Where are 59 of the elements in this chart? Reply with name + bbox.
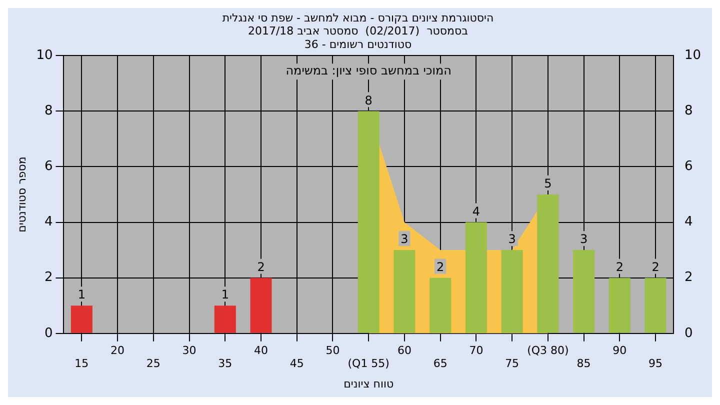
text: בסמסטר (02/2017) סמסטר אביב 2017/18 (248, 24, 468, 38)
y-tick-label: 2 (44, 270, 53, 286)
x-tick-label: 85 (576, 357, 591, 370)
x-tick-label: 50 (326, 344, 340, 357)
x-tick-label: 30 (182, 344, 196, 357)
y-tick-label: 4 (44, 214, 53, 230)
bar (537, 194, 559, 333)
x-tick-label: 40 (254, 344, 268, 357)
y-tick-label: 6 (44, 159, 53, 174)
y-tick-label: 8 (44, 104, 53, 119)
x-tick-label: 25 (146, 357, 160, 370)
data-label: 8 (364, 93, 372, 108)
data-label: 2 (652, 260, 660, 274)
bar (70, 306, 92, 333)
data-label: 1 (78, 288, 86, 302)
bar (430, 278, 452, 333)
bar (214, 306, 236, 333)
y2-tick-label: 6 (684, 159, 693, 174)
data-label: 3 (580, 232, 588, 246)
bar (608, 278, 630, 333)
text: היסטוגרמת ציונים בקורס - מבוא למחשב - שפת סי אנגלית (222, 11, 494, 24)
data-label: 2 (616, 260, 624, 274)
data-label: 3 (508, 232, 516, 246)
y2-tick-label: 8 (684, 104, 693, 119)
bar (358, 111, 380, 333)
y2-tick-label: 4 (684, 214, 693, 230)
y2-tick-label: 2 (684, 270, 693, 286)
bar (394, 250, 416, 333)
x-tick-label: 15 (74, 357, 89, 370)
x-tick-label: (Q1 55) (348, 357, 390, 370)
y2-tick-label: 0 (684, 326, 693, 341)
annotation: המוכי במחשב סופי ציון: במשימה (286, 64, 452, 78)
bar (501, 250, 523, 333)
x-tick-label: 60 (397, 344, 412, 357)
x-axis-title: טווח ציונים (344, 377, 394, 390)
x-tick-label: 90 (612, 344, 627, 357)
data-label: 3 (400, 232, 408, 246)
data-label: 2 (257, 260, 265, 274)
x-tick-label: 75 (505, 357, 520, 370)
bar (644, 278, 666, 333)
bar (465, 222, 487, 333)
y-axis-title: מספר סטודנטים (15, 156, 28, 232)
x-tick-label: 45 (290, 357, 304, 370)
bar (573, 250, 595, 333)
y-tick-label: 10 (36, 48, 53, 63)
x-tick-label: 95 (648, 357, 663, 370)
text: סטודנטים רשומים - 36 (304, 38, 412, 51)
y-tick-label: 0 (44, 326, 53, 341)
bar (250, 278, 272, 333)
x-tick-label: (Q3 80) (527, 344, 569, 357)
x-tick-label: 35 (218, 357, 232, 370)
data-label: 5 (544, 176, 552, 191)
x-tick-label: 65 (433, 357, 448, 370)
x-tick-label: 20 (110, 344, 125, 357)
data-label: 1 (221, 288, 229, 302)
data-label: 4 (472, 204, 480, 218)
y2-tick-label: 10 (684, 48, 702, 63)
data-label: 2 (436, 260, 444, 274)
x-tick-label: 70 (469, 344, 484, 357)
